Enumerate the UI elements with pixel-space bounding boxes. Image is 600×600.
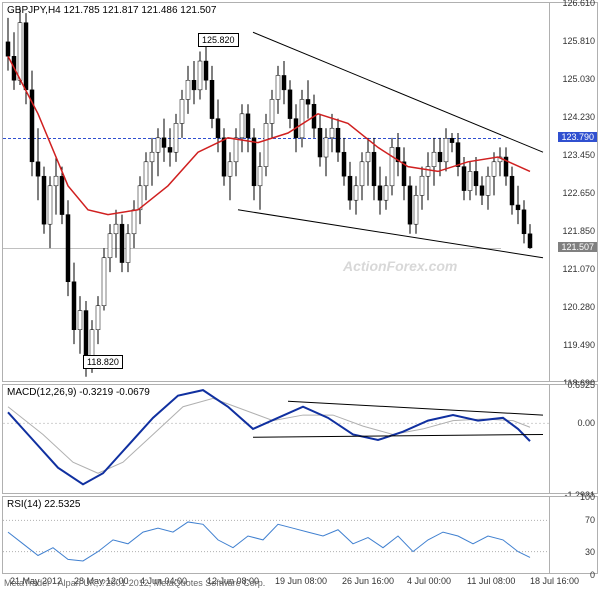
price-plot-area[interactable]: 125.820 118.820 ActionForex.com: [3, 3, 549, 381]
macd-svg: [3, 385, 549, 493]
macd-panel: MACD(12,26,9) -0.3219 -0.0679 0.69250.00…: [2, 384, 598, 494]
rsi-svg: [3, 497, 549, 573]
copyright-text: MetaTrader - Alpari UK, ?2001-2012, Meta…: [4, 578, 265, 588]
rsi-y-axis: 10070300: [549, 497, 597, 573]
ref-price-marker: 123.790: [558, 132, 597, 142]
current-price-marker: 121.507: [558, 242, 597, 252]
macd-y-axis: 0.69250.00-1.2921: [549, 385, 597, 493]
annotation-high: 125.820: [198, 33, 239, 47]
price-svg: [3, 3, 549, 381]
watermark: ActionForex.com: [343, 258, 457, 274]
rsi-plot-area[interactable]: [3, 497, 549, 573]
price-chart-panel: GBPJPY,H4 121.785 121.817 121.486 121.50…: [2, 2, 598, 382]
annotation-low: 118.820: [83, 355, 123, 369]
rsi-panel: RSI(14) 22.5325 10070300: [2, 496, 598, 574]
price-y-axis: 126.610125.810125.030124.230123.450122.6…: [549, 3, 597, 381]
macd-plot-area[interactable]: [3, 385, 549, 493]
